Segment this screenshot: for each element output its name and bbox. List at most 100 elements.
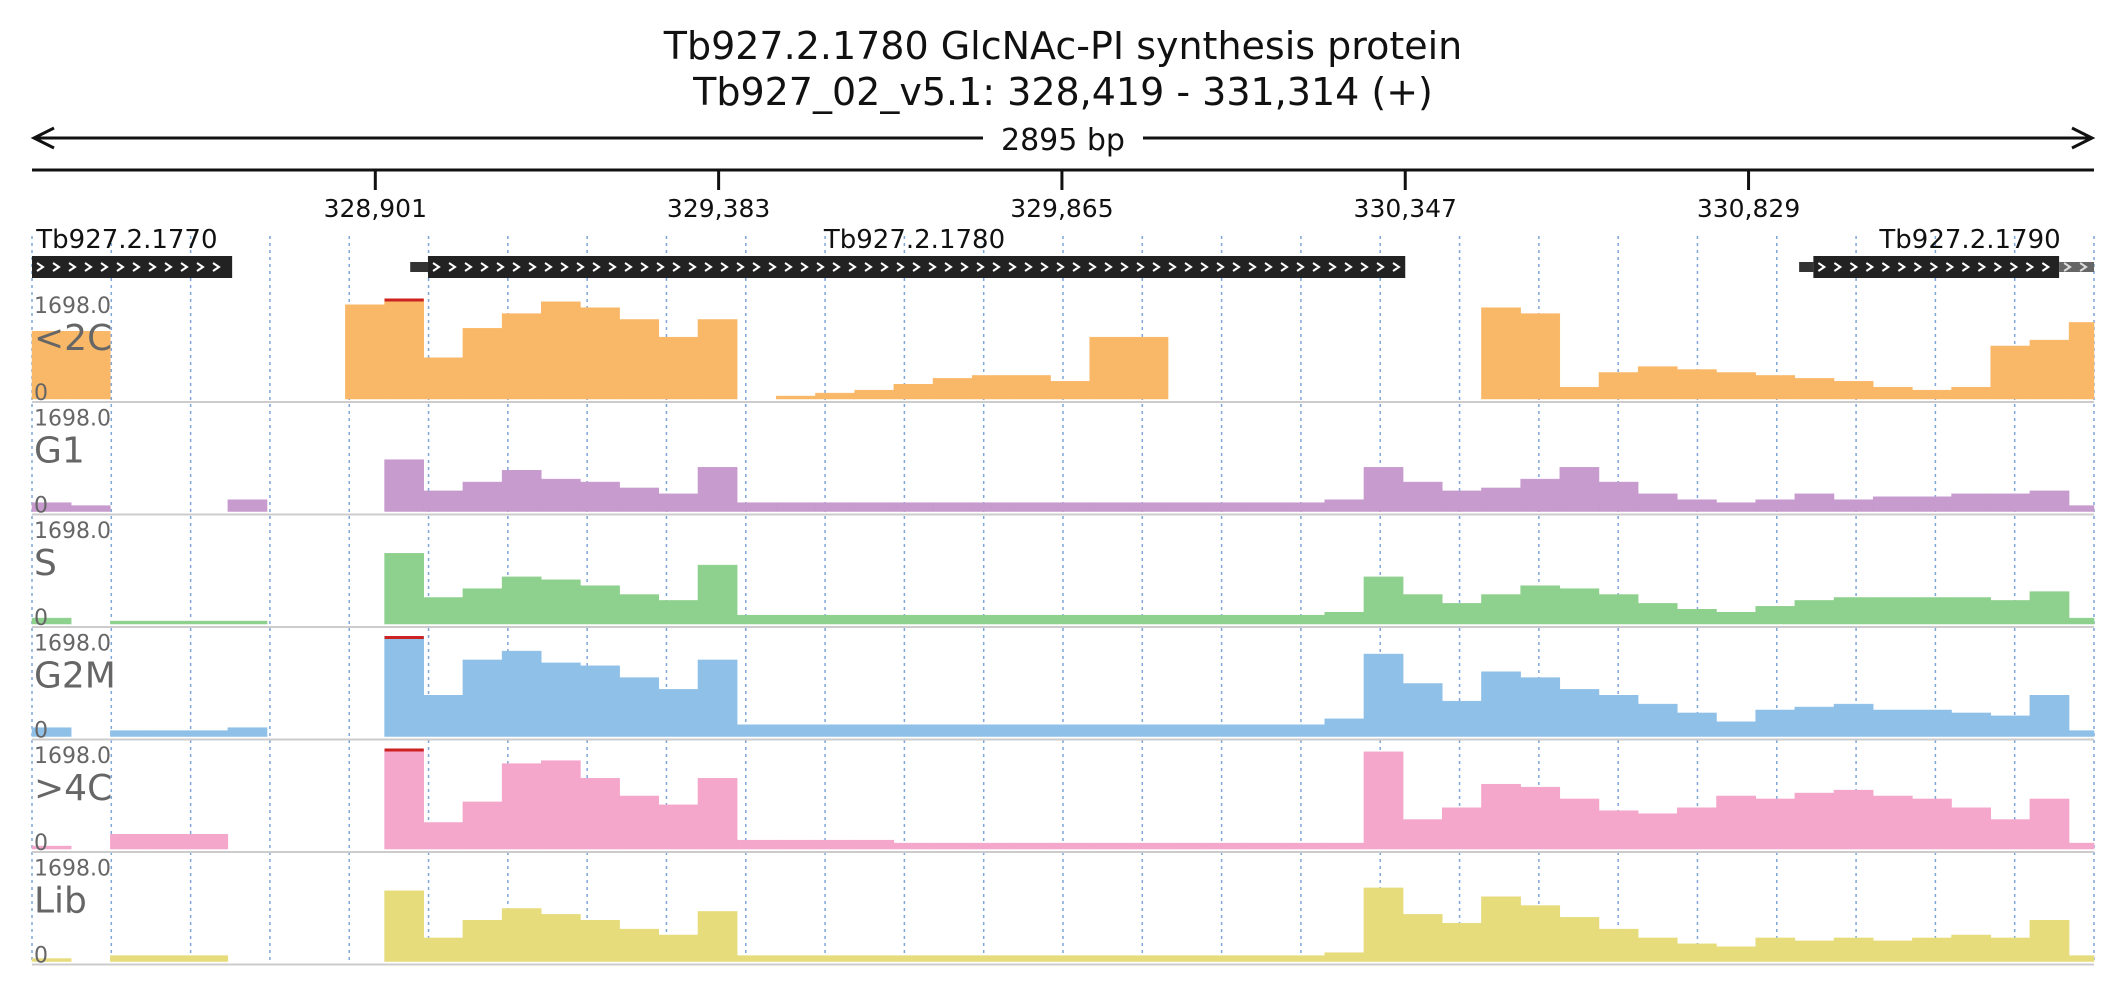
coverage-bar <box>149 834 189 850</box>
coverage-bar <box>1402 481 1443 512</box>
coverage-bar <box>1559 798 1600 850</box>
coverage-bar <box>1481 783 1521 850</box>
coverage-bar <box>1951 493 1991 512</box>
coverage-bar <box>1716 795 1756 850</box>
coverage-bar <box>541 914 581 962</box>
coverage-bar <box>1637 937 1678 962</box>
coverage-bar <box>1755 798 1796 850</box>
span-indicator: 2895 bp <box>30 118 2096 158</box>
coverage-bar <box>2029 591 2070 625</box>
coverage-bar <box>1481 594 1521 625</box>
coverage-bar <box>619 795 660 850</box>
coverage-bar <box>1050 614 1090 625</box>
coverage-bar <box>854 502 895 512</box>
coverage-bar <box>1089 336 1130 400</box>
coverage-bar <box>815 502 855 512</box>
coverage-bar <box>932 614 973 625</box>
coverage-bar <box>1794 600 1835 625</box>
coverage-bar <box>932 502 973 512</box>
gene-coding-block <box>428 256 1406 278</box>
track-ymax-label: 1698.0 <box>34 407 111 432</box>
coverage-bar <box>580 585 620 625</box>
coverage-bar <box>1206 955 1247 962</box>
coverage-bar <box>1912 937 1952 962</box>
coverage-bar <box>1559 386 1600 400</box>
coverage-bar <box>932 378 973 400</box>
coverage-bar <box>384 890 424 962</box>
coverage-bar <box>1833 499 1874 512</box>
coverage-bar <box>384 298 424 400</box>
coverage-tracks: 1698.0<2C01698.0G101698.0S01698.0G2M0169… <box>31 294 2095 969</box>
ruler-tick-label: 330,347 <box>1354 194 1457 223</box>
track-name: Lib <box>34 881 87 922</box>
coverage-bar <box>1167 955 1208 962</box>
coverage-bar <box>1559 689 1600 737</box>
coverage-bar <box>1716 721 1756 737</box>
coverage-bar <box>658 600 699 625</box>
gene-utr-3prime <box>2059 262 2094 272</box>
coverage-bar <box>1872 709 1913 737</box>
coverage-bar <box>619 487 660 512</box>
coverage-bar <box>1559 588 1600 625</box>
gene-utr-5prime <box>1799 262 1814 272</box>
gridlines <box>31 236 2095 962</box>
track-name: >4C <box>34 768 112 809</box>
coverage-bar <box>1755 937 1796 962</box>
coverage-bar <box>1363 751 1404 850</box>
coverage-bar <box>1167 614 1208 625</box>
coverage-bar <box>1324 718 1365 737</box>
coverage-bar <box>1755 709 1796 737</box>
coverage-bar <box>1598 928 1639 962</box>
coverage-bar <box>1402 914 1443 962</box>
coverage-bar <box>697 778 738 850</box>
gene-utr-5prime <box>410 262 429 272</box>
coverage-bar <box>1872 496 1913 512</box>
coverage-bar <box>31 845 72 850</box>
coverage-bar <box>227 620 268 625</box>
coverage-bar <box>345 304 385 400</box>
coverage-bar <box>697 467 738 512</box>
coverage-bar <box>1598 695 1639 737</box>
coverage-bar <box>1442 603 1482 625</box>
coverage-bar <box>580 778 620 850</box>
coverage-bar <box>1128 336 1169 400</box>
coverage-bar <box>580 481 620 512</box>
coverage-bar <box>1677 609 1717 625</box>
coverage-bar <box>736 502 777 512</box>
coverage-bar <box>1402 594 1443 625</box>
coverage-bar <box>971 955 1012 962</box>
coverage-bar <box>1363 576 1404 625</box>
coverage-bar <box>971 614 1012 625</box>
track-ymax-label: 1698.0 <box>34 857 111 882</box>
coverage-bar <box>541 760 581 850</box>
coverage-bar <box>1246 502 1286 512</box>
coverage-bar <box>815 955 855 962</box>
span-label: 2895 bp <box>1001 123 1125 158</box>
coverage-bar <box>110 730 150 737</box>
coverage-bar <box>1912 496 1952 512</box>
track-ymax-label: 1698.0 <box>34 519 111 544</box>
ruler-tick-label: 328,901 <box>324 194 427 223</box>
track-ymin-label: 0 <box>34 381 48 406</box>
gene-track: Tb927.2.1770 Tb927.2.1780 Tb927.2.1790 <box>32 225 2094 278</box>
coverage-bar <box>658 804 699 850</box>
coverage-bar <box>619 677 660 737</box>
coverage-bar <box>1167 842 1208 850</box>
coverage-bar <box>893 955 934 962</box>
coverage-bar <box>815 392 855 400</box>
gene-coding-block <box>32 256 233 278</box>
coverage-bar <box>2068 617 2095 625</box>
coverage-bar <box>580 665 620 737</box>
coverage-bar <box>580 920 620 962</box>
coverage-bar <box>1990 937 2031 962</box>
coverage-bar <box>1011 614 1051 625</box>
coverage-bar <box>1637 703 1678 737</box>
coverage-bar <box>384 459 424 512</box>
coverage-bar <box>1559 917 1600 962</box>
coverage-bar <box>1637 603 1678 625</box>
coverage-bar <box>1285 842 1326 850</box>
coverage-bar <box>1598 594 1639 625</box>
